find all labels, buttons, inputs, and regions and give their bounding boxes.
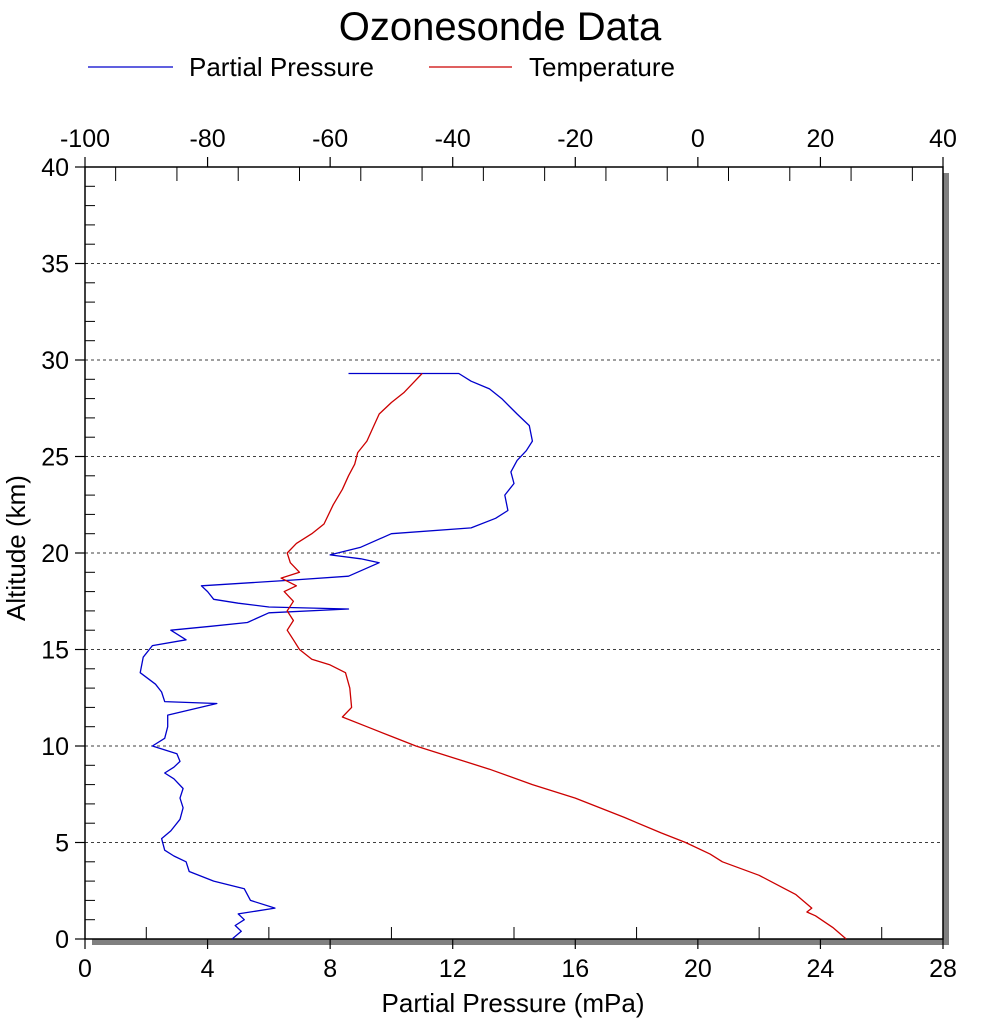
y-tick-label: 10 (41, 733, 69, 761)
top-axis-ticks: -100 -80 -60 -40 -20 0 20 40 (60, 125, 957, 167)
chart-title: Ozonesonde Data (339, 5, 662, 49)
top-tick-label: 40 (929, 125, 957, 153)
legend: Partial Pressure Temperature (88, 52, 675, 82)
x-axis-title: Partial Pressure (mPa) (382, 988, 645, 1018)
y-tick-label: 35 (41, 251, 69, 279)
top-tick-label: -80 (190, 125, 226, 153)
x-tick-label: 20 (684, 955, 712, 983)
x-axis-ticks: 0 4 8 12 16 20 24 28 (78, 939, 957, 983)
x-tick-label: 24 (807, 955, 835, 983)
y-axis-title: Altitude (km) (1, 475, 31, 621)
x-tick-label: 12 (439, 955, 467, 983)
top-tick-label: -20 (557, 125, 593, 153)
x-tick-label: 8 (323, 955, 337, 983)
top-tick-label: 20 (807, 125, 835, 153)
minor-ticks (85, 167, 913, 939)
series-layer (139, 372, 847, 940)
y-tick-label: 20 (41, 540, 69, 568)
series-line-partial-pressure (139, 372, 534, 940)
y-tick-label: 30 (41, 347, 69, 375)
top-tick-label: -60 (312, 125, 348, 153)
y-axis-ticks: 0 5 10 15 20 25 30 35 40 (41, 154, 85, 954)
x-tick-label: 28 (929, 955, 957, 983)
legend-label-partial-pressure: Partial Pressure (189, 52, 374, 82)
x-tick-label: 4 (201, 955, 215, 983)
x-tick-label: 16 (561, 955, 589, 983)
plot-shadow-bottom (92, 938, 949, 945)
x-tick-label: 0 (78, 955, 92, 983)
top-tick-label: -100 (60, 125, 110, 153)
y-tick-label: 25 (41, 444, 69, 472)
y-tick-label: 40 (41, 154, 69, 182)
grid-lines (85, 263, 943, 843)
legend-label-temperature: Temperature (529, 52, 675, 82)
series-line-temperature (280, 373, 847, 940)
top-tick-label: 0 (691, 125, 705, 153)
plot-shadow-right (942, 173, 949, 945)
y-tick-label: 5 (55, 830, 69, 858)
top-tick-label: -40 (435, 125, 471, 153)
y-tick-label: 0 (55, 926, 69, 954)
y-tick-label: 15 (41, 637, 69, 665)
